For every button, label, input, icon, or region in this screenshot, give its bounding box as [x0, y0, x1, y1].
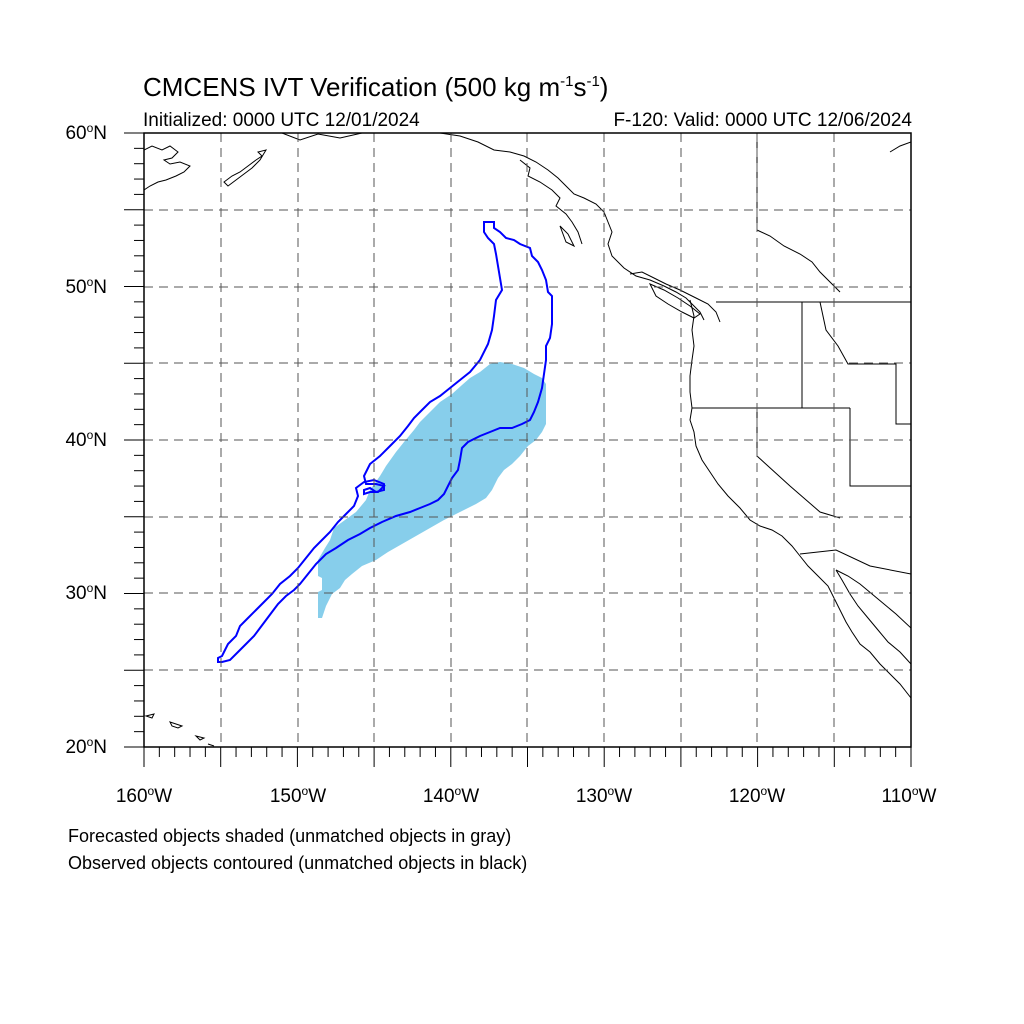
legend-forecast-note: Forecasted objects shaded (unmatched obj… — [68, 826, 512, 846]
lon-label-140w: 140oW — [422, 784, 480, 807]
title-exponent-1: -1 — [560, 73, 574, 90]
initialized-label: Initialized: 0000 UTC 12/01/2024 — [143, 110, 420, 131]
lat-label-40: 40oN — [65, 428, 107, 451]
forecast-ivt-object — [318, 362, 546, 618]
lon-label-150w: 150oW — [269, 784, 327, 807]
map-title: CMCENS IVT Verification (500 kg m-1s-1) — [143, 74, 608, 100]
hudson-coast-top-right — [889, 141, 911, 153]
political-boundaries — [692, 133, 911, 575]
observed-ivt-contour — [217, 221, 553, 663]
alaska-peninsula — [223, 149, 268, 187]
lat-label-30: 30oN — [65, 581, 107, 604]
graticule — [144, 133, 911, 747]
hawaii-islands — [144, 713, 215, 747]
lon-label-130w: 130oW — [575, 784, 633, 807]
lat-label-20: 20oN — [65, 735, 107, 758]
coastlines — [144, 133, 911, 747]
baja-peninsula — [835, 569, 911, 665]
title-end-text: ) — [599, 72, 609, 102]
title-exponent-2: -1 — [586, 73, 600, 90]
us-west-coast — [689, 299, 911, 699]
lat-label-50: 50oN — [65, 275, 107, 298]
lon-label-110w: 110oW — [881, 784, 937, 807]
lat-label-60: 60oN — [65, 121, 107, 144]
bc-coast — [629, 271, 721, 323]
valid-time-label: F-120: Valid: 0000 UTC 12/06/2024 — [613, 110, 912, 131]
legend-observed-note: Observed objects contoured (unmatched ob… — [68, 853, 528, 873]
vancouver-island — [648, 283, 701, 319]
axis-ticks — [124, 132, 912, 767]
title-main-text: CMCENS IVT Verification (500 kg m — [143, 72, 561, 102]
title-mid-text: s — [573, 72, 587, 102]
lon-label-160w: 160oW — [115, 784, 173, 807]
alaska-coast — [144, 145, 191, 191]
lon-label-120w: 120oW — [728, 784, 786, 807]
se-alaska-islands — [519, 159, 583, 248]
